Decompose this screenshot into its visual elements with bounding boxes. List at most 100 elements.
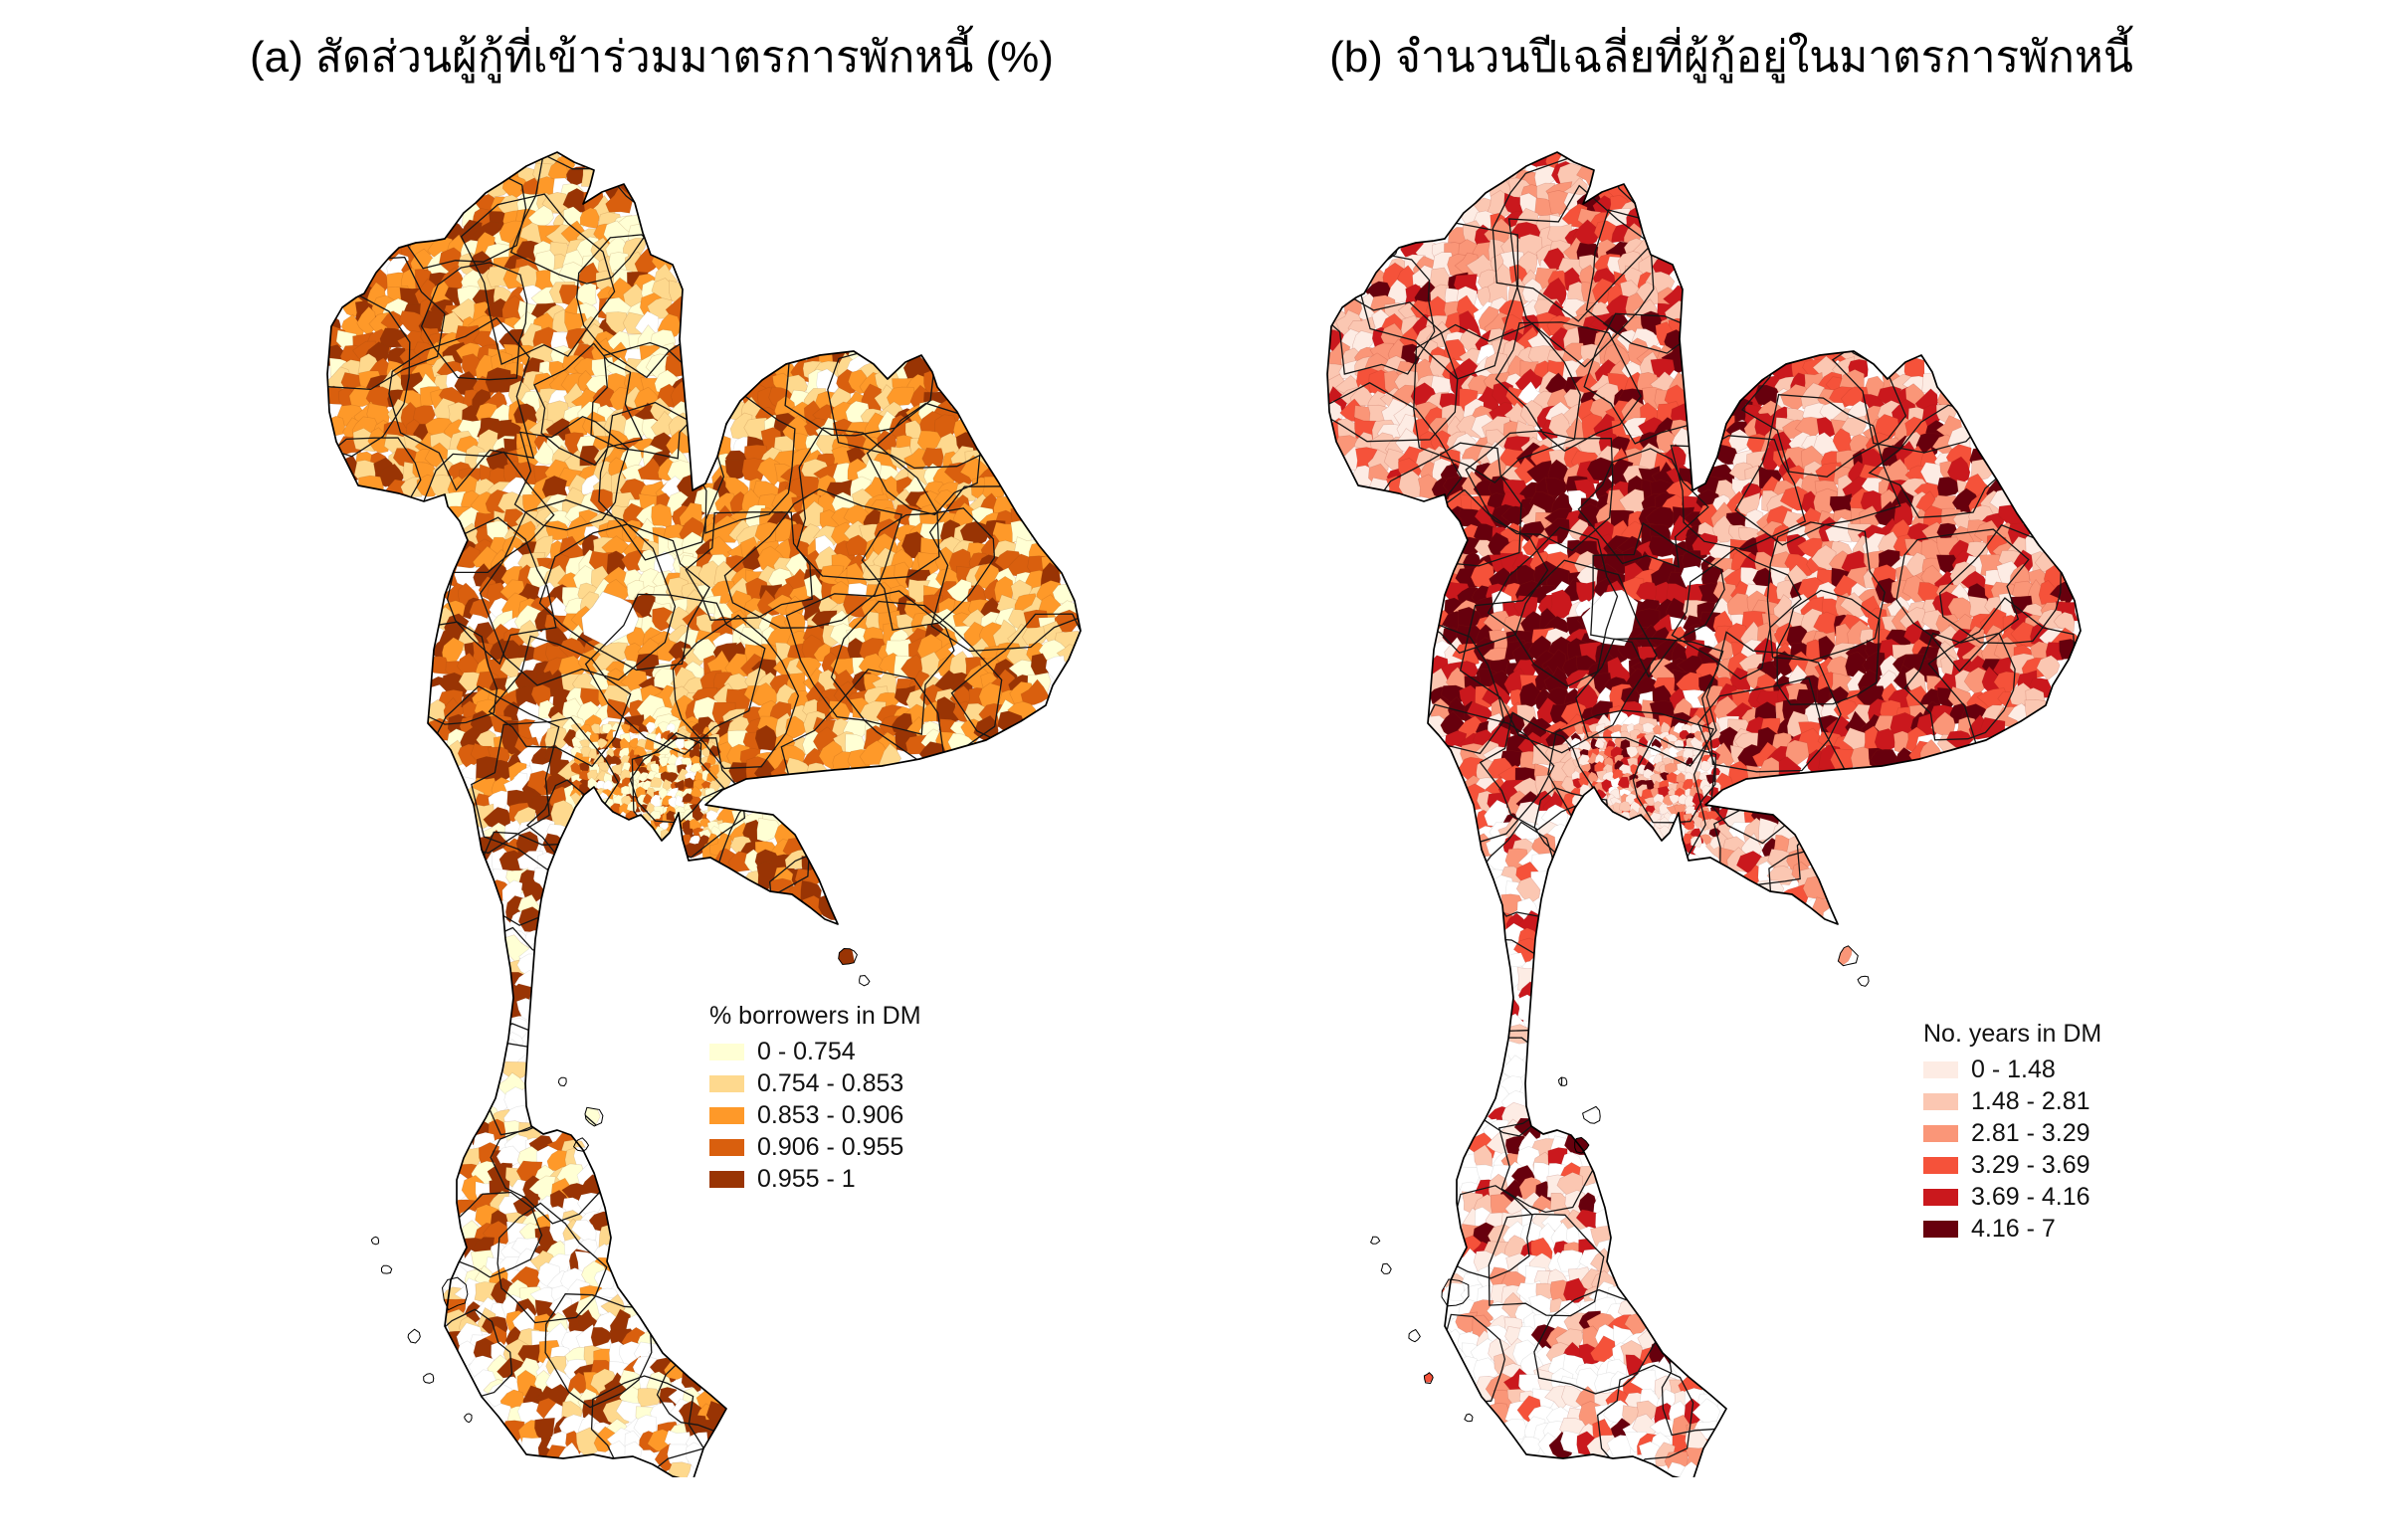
map-b-thailand-choropleth [1326,151,2082,1477]
legend-class-label: 3.29 - 3.69 [1971,1150,2090,1179]
island-outline [381,1264,393,1274]
legend-row: 4.16 - 7 [1923,1213,2101,1245]
subdistrict-cell [586,769,598,782]
subdistrict-cell [829,700,851,722]
province-border [685,511,813,621]
subdistrict-cell [637,772,652,783]
legend-row: 0.754 - 0.853 [709,1067,921,1099]
subdistrict-cell [610,763,622,776]
legend-swatch [709,1074,744,1092]
island-outline [1408,1328,1421,1343]
subdistrict-cell [682,828,694,839]
map-a-thailand-choropleth [326,151,1082,1477]
subdistrict-cell [486,266,510,289]
province-border [631,737,746,859]
subdistrict-cell [605,311,629,336]
province-border [629,732,725,824]
legend-swatch [709,1170,744,1188]
subdistrict-cell [544,726,569,754]
subdistrict-cell [668,796,678,809]
subdistrict-cell [570,762,582,775]
subdistrict-cell [1518,1436,1541,1455]
legend-b-title: No. years in DM [1923,1020,2102,1048]
subdistrict-cell [1416,1361,1439,1383]
subdistrict-cell [645,721,657,735]
subdistrict-cell [662,778,672,792]
subdistrict-cell [667,772,679,784]
island-outline [838,947,858,966]
legend-row: 1.48 - 2.81 [1923,1085,2101,1117]
subdistrict-cell [501,174,531,201]
legend-swatch [1923,1124,1958,1142]
subdistrict-cell [1534,164,1560,187]
subdistrict-cell [579,207,600,229]
subdistrict-cell [372,1253,397,1281]
subdistrict-cell [592,384,616,408]
subdistrict-cell [689,835,701,845]
panel-b-title: (b) จำนวนปีเฉลี่ยที่ผู้กู้อยู่ในมาตรการพ… [1329,33,2133,82]
legend-class-label: 0.754 - 0.853 [757,1068,904,1097]
panel-a-title: (a) สัดส่วนผู้กู้ที่เข้าร่วมมาตรการพักหน… [250,33,1054,82]
legend-swatch [709,1138,744,1156]
legend-row: 0 - 1.48 [1923,1054,2101,1085]
subdistrict-cell [1542,277,1567,309]
province-border [796,427,940,581]
legend-swatch [1923,1092,1958,1110]
subdistrict-cell [666,722,676,733]
subdistrict-cell [886,386,916,407]
island-outline [1557,1076,1568,1086]
legend-row: 2.81 - 3.29 [1923,1117,2101,1149]
subdistrict-cell [923,368,952,393]
subdistrict-cell [455,1402,485,1431]
island-outline [423,1373,435,1384]
island-outline [441,1276,469,1311]
subdistrict-cell [620,785,632,796]
legend-a: % borrowers in DM 0 - 0.754 0.754 - 0.853… [709,1001,921,1195]
subdistrict-cell [1802,875,1829,900]
island-outline [407,1328,421,1344]
subdistrict-cell [675,737,687,750]
subdistrict-cell [674,794,685,808]
island-outline [859,974,871,987]
legend-row: 0.955 - 1 [709,1163,921,1195]
subdistrict-cell [636,738,647,749]
subdistrict-cell [698,818,710,828]
subdistrict-cell [668,640,695,665]
subdistrict-cell [727,851,752,873]
subdistrict-cell [706,753,716,766]
subdistrict-cell [597,737,609,750]
island-outline [1380,1262,1392,1274]
country-outline [326,151,1082,1477]
legend-row: 0.853 - 0.906 [709,1099,921,1131]
province-border [446,516,557,666]
legend-row: 0.906 - 0.955 [709,1131,921,1163]
subdistrict-cell [650,777,663,788]
province-border [785,590,955,735]
legend-row: 3.29 - 3.69 [1923,1149,2101,1181]
legend-class-label: 3.69 - 4.16 [1971,1182,2090,1211]
legend-class-label: 0 - 0.754 [757,1037,856,1065]
legend-swatch [1923,1156,1958,1174]
subdistrict-cell [666,763,678,773]
subdistrict-cell [637,1388,664,1408]
subdistrict-cell [527,205,554,228]
subdistrict-cell [575,1427,601,1457]
legend-b-rows: 0 - 1.48 1.48 - 2.81 2.81 - 3.29 3.29 - 3.6… [1923,1054,2101,1245]
legend-row: 0 - 0.754 [709,1036,921,1067]
subdistrict-cell [590,723,601,734]
subdistrict-cell [1577,1107,1603,1133]
legend-class-label: 2.81 - 3.29 [1971,1118,2090,1147]
subdistrict-cell [697,834,712,847]
island-outline [464,1413,473,1424]
legend-class-label: 0.853 - 0.906 [757,1100,904,1129]
legend-a-rows: 0 - 0.754 0.754 - 0.853 0.853 - 0.906 0.906… [709,1036,921,1195]
province-border [544,1293,653,1409]
island-outline [572,1137,590,1152]
subdistrict-cell [1591,278,1613,307]
subdistrict-cell [689,762,702,773]
subdistrict-cell [573,1101,601,1132]
subdistrict-cell [2059,638,2081,660]
island-outline [584,1106,604,1127]
province-border [590,341,703,460]
province-border [538,523,710,672]
